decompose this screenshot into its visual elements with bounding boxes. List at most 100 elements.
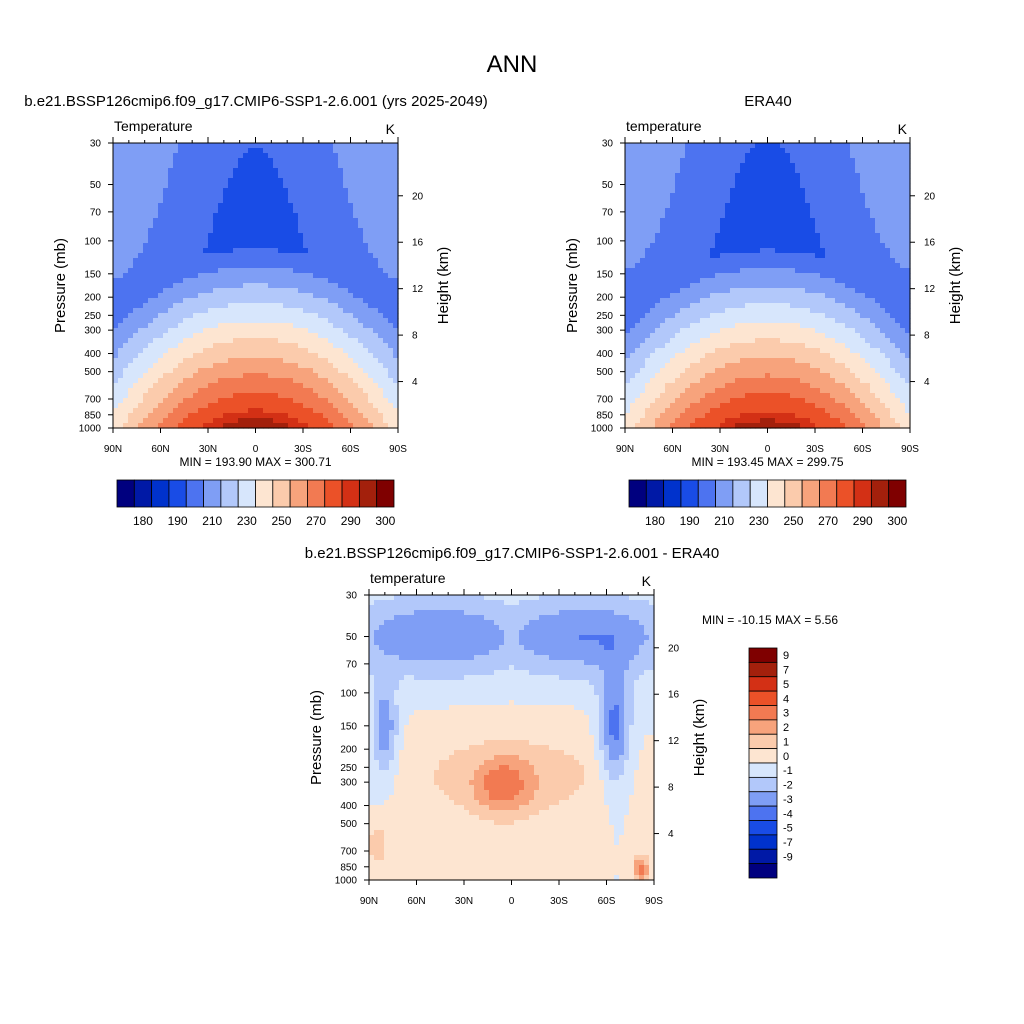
- field-cell: [123, 268, 129, 274]
- field-cell: [635, 388, 641, 394]
- field-cell: [690, 288, 696, 294]
- field-cell: [725, 183, 731, 189]
- field-cell: [298, 343, 304, 349]
- field-cell: [198, 398, 204, 404]
- field-cell: [228, 233, 234, 239]
- field-cell: [680, 413, 686, 419]
- field-cell: [263, 148, 269, 154]
- field-cell: [143, 273, 149, 279]
- field-cell: [755, 288, 761, 294]
- field-cell: [133, 143, 139, 149]
- field-cell: [208, 188, 214, 194]
- field-cell: [720, 263, 726, 269]
- field-cell: [348, 338, 354, 344]
- field-cell: [188, 343, 194, 349]
- field-cell: [353, 308, 359, 314]
- field-cell: [735, 158, 741, 164]
- field-cell: [740, 323, 746, 329]
- field-cell: [625, 158, 631, 164]
- field-cell: [263, 183, 269, 189]
- field-cell: [368, 408, 374, 414]
- field-cell: [665, 233, 671, 239]
- field-cell: [323, 208, 329, 214]
- field-cell: [143, 268, 149, 274]
- field-cell: [163, 388, 169, 394]
- field-cell: [323, 353, 329, 359]
- field-cell: [143, 233, 149, 239]
- field-cell: [378, 168, 384, 174]
- field-cell: [288, 293, 294, 299]
- field-cell: [715, 253, 721, 259]
- field-cell: [173, 208, 179, 214]
- field-cell: [665, 373, 671, 379]
- colorbar-swatch: [185, 479, 204, 508]
- field-cell: [388, 358, 394, 364]
- field-cell: [695, 218, 701, 224]
- field-cell: [133, 183, 139, 189]
- field-cell: [705, 148, 711, 154]
- field-cell: [303, 213, 309, 219]
- field-cell: [725, 173, 731, 179]
- field-cell: [113, 368, 119, 374]
- field-cell: [625, 183, 631, 189]
- field-cell: [198, 163, 204, 169]
- field-cell: [208, 288, 214, 294]
- field-cell: [705, 263, 711, 269]
- field-cell: [243, 208, 249, 214]
- field-cell: [383, 178, 389, 184]
- field-cell: [710, 398, 716, 404]
- field-cell: [685, 383, 691, 389]
- field-cell: [183, 423, 189, 429]
- field-cell: [283, 288, 289, 294]
- field-cell: [348, 268, 354, 274]
- field-cell: [675, 363, 681, 369]
- field-cell: [188, 188, 194, 194]
- field-cell: [745, 218, 751, 224]
- field-cell: [685, 423, 691, 429]
- field-cell: [358, 288, 364, 294]
- field-cell: [343, 278, 349, 284]
- field-cell: [680, 363, 686, 369]
- field-cell: [278, 393, 284, 399]
- field-cell: [173, 263, 179, 269]
- field-cell: [665, 258, 671, 264]
- field-cell: [765, 168, 771, 174]
- field-cell: [133, 158, 139, 164]
- field-cell: [193, 218, 199, 224]
- field-cell: [368, 208, 374, 214]
- field-cell: [690, 233, 696, 239]
- field-cell: [705, 218, 711, 224]
- field-cell: [383, 253, 389, 259]
- field-cell: [323, 303, 329, 309]
- field-cell: [243, 238, 249, 244]
- field-cell: [133, 173, 139, 179]
- field-cell: [193, 253, 199, 259]
- field-cell: [750, 293, 756, 299]
- field-cell: [228, 283, 234, 289]
- field-cell: [273, 218, 279, 224]
- field-cell: [233, 178, 239, 184]
- field-cell: [308, 308, 314, 314]
- field-cell: [208, 213, 214, 219]
- field-cell: [343, 298, 349, 304]
- field-cell: [363, 358, 369, 364]
- field-cell: [188, 183, 194, 189]
- field-cell: [128, 408, 134, 414]
- field-cell: [133, 148, 139, 154]
- field-cell: [273, 208, 279, 214]
- field-cell: [755, 378, 761, 384]
- field-cell: [750, 283, 756, 289]
- field-cell: [198, 208, 204, 214]
- field-cell: [163, 333, 169, 339]
- field-cell: [705, 213, 711, 219]
- field-cell: [133, 323, 139, 329]
- field-cell: [680, 223, 686, 229]
- field-cell: [645, 173, 651, 179]
- field-cell: [635, 318, 641, 324]
- field-cell: [378, 173, 384, 179]
- field-cell: [655, 258, 661, 264]
- field-cell: [233, 253, 239, 259]
- field-cell: [378, 263, 384, 269]
- field-cell: [363, 168, 369, 174]
- field-cell: [303, 288, 309, 294]
